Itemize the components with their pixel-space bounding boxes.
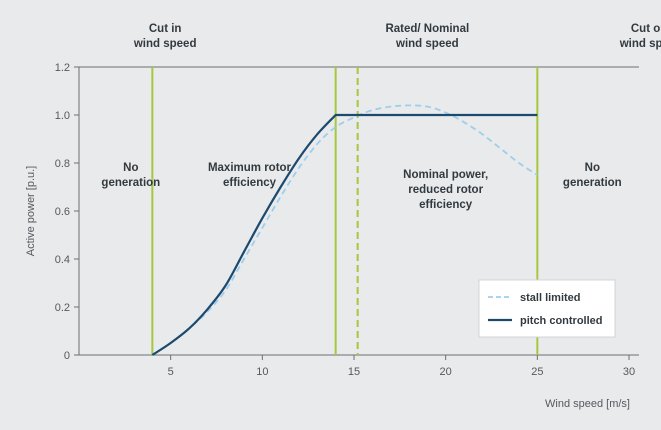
region-annotation-label: efficiency [223,177,277,189]
y-tick-label: 0.8 [55,158,70,170]
region-annotation-label: generation [563,177,622,189]
top-annotation-label: Cut out [631,23,661,35]
top-annotation-label: wind speed [133,38,197,50]
region-annotation-label: No [123,162,138,174]
region-annotation-label: Nominal power, [403,169,488,181]
top-annotation-label: Rated/ Nominal [385,23,469,35]
legend-label: stall limited [520,292,581,304]
x-tick-label: 5 [168,366,174,378]
legend-box [478,279,616,338]
x-tick-label: 30 [623,366,635,378]
region-annotation-label: Maximum rotor [208,162,292,174]
region-annotation-label: efficiency [419,199,473,211]
y-tick-label: 0 [64,350,70,362]
region-annotation-label: reduced rotor [408,184,483,196]
top-annotation-label: Cut in [149,23,182,35]
x-tick-label: 25 [531,366,543,378]
y-tick-label: 0.2 [55,302,70,314]
y-tick-label: 0.6 [55,206,70,218]
legend: stall limited pitch controlled [478,279,616,338]
top-annotation-label: wind speed [619,38,661,50]
x-axis-title: Wind speed [m/s] [545,398,630,410]
legend-label: pitch controlled [520,315,603,327]
region-annotation-label: No [585,162,600,174]
axes-layer: 0 0.2 0.4 0.6 0.8 1.0 1.2 5 10 15 20 25 30 [55,62,639,378]
y-tick-label: 1.0 [55,110,70,122]
x-tick-label: 10 [256,366,268,378]
x-tick-label: 20 [440,366,452,378]
y-tick-label: 0.4 [55,254,70,266]
series-line-stall-limited [151,104,538,356]
y-tick-label: 1.2 [55,62,70,74]
series-layer [151,104,538,356]
series-line-pitch-controlled [151,113,538,356]
annotations-layer: Cut in wind speed Rated/ Nominal wind speed… [101,23,661,211]
region-annotation-label: generation [101,177,160,189]
top-annotation-label: wind speed [395,38,459,50]
y-axis-title: Active power [p.u.] [25,166,37,257]
x-tick-label: 15 [348,366,360,378]
